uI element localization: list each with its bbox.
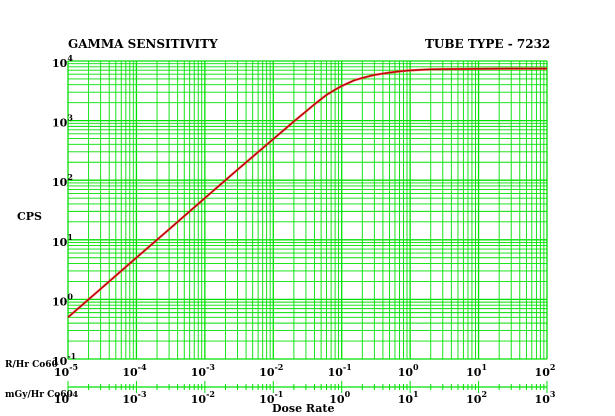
x2-tick-label: 103 <box>535 389 556 406</box>
plot-grid <box>67 60 548 393</box>
x-tick-label: 10-1 <box>328 362 352 379</box>
y-tick-label: 103 <box>52 113 73 130</box>
y-tick-label: 100 <box>52 291 73 308</box>
chart-title: GAMMA SENSITIVITY <box>68 37 218 51</box>
x2-tick-label: 10-3 <box>122 389 147 406</box>
x-tick-label: 10-5 <box>54 362 78 379</box>
y-axis-label: CPS <box>17 210 42 223</box>
y-tick-label: 101 <box>52 232 73 249</box>
x-axis-title: Dose Rate <box>272 402 335 415</box>
series-line-core <box>67 68 547 318</box>
x2-tick-label: 10-1 <box>259 389 283 406</box>
axes-labels: 10-5 10-4 10-3 10-2 10-1 100 101 102 10-4 10-3 10-… <box>52 53 556 406</box>
y-tick-label: 104 <box>52 53 73 70</box>
x-tick-label: 101 <box>466 362 487 379</box>
x-axis-label-secondary: mGy/Hr Co60 <box>5 390 73 400</box>
y-tick-label: 102 <box>52 172 73 189</box>
x-tick-label: 10-3 <box>191 362 216 379</box>
x-axis-label-primary: R/Hr Co60 <box>5 360 58 370</box>
chart-subtitle: TUBE TYPE - 7232 <box>425 37 550 51</box>
x-tick-label: 102 <box>535 362 556 379</box>
sensitivity-curve <box>67 67 547 319</box>
x-tick-label: 10-2 <box>259 362 283 379</box>
x2-tick-label: 101 <box>398 389 419 406</box>
y-tick-label: 10-1 <box>52 351 76 368</box>
x-tick-label: 10-4 <box>122 362 147 379</box>
x2-tick-label: 102 <box>466 389 487 406</box>
x2-tick-label: 10-2 <box>191 389 215 406</box>
x2-tick-label: 10-4 <box>54 389 79 406</box>
x2-tick-label: 100 <box>329 389 350 406</box>
x-tick-label: 100 <box>398 362 419 379</box>
